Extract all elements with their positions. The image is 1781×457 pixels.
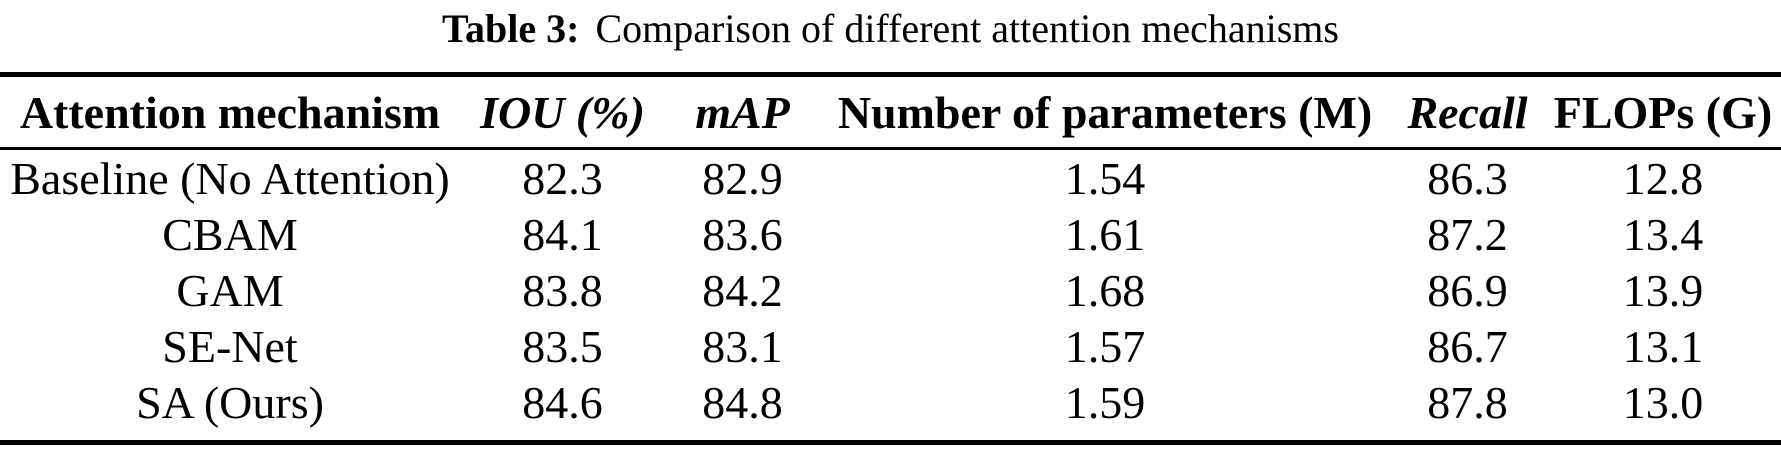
cell-flops: 12.8 <box>1622 152 1704 204</box>
cell-map: 83.1 <box>702 320 783 372</box>
table-header-row: Attention mechanism IOU (%) mAP Number o… <box>0 74 1781 150</box>
column-header-flops: FLOPs (G) <box>1545 74 1781 150</box>
cell-flops: 13.0 <box>1622 376 1704 428</box>
cell-recall: 87.2 <box>1427 208 1508 260</box>
cell-flops: 13.4 <box>1622 208 1704 260</box>
table-caption: Table 3: Comparison of different attentio… <box>0 0 1781 53</box>
cell-recall: 87.8 <box>1427 376 1508 428</box>
cell-params: 1.59 <box>1064 376 1146 428</box>
table-row-sa-ours: SA (Ours) 84.6 84.8 1.59 87.8 13.0 <box>0 374 1781 443</box>
cell-mechanism: SE-Net <box>162 320 298 372</box>
table-header: Attention mechanism IOU (%) mAP Number o… <box>0 74 1781 150</box>
attention-comparison-table: Attention mechanism IOU (%) mAP Number o… <box>0 72 1781 445</box>
column-header-iou: IOU (%) <box>460 74 665 150</box>
table-body: Baseline (No Attention) 82.3 82.9 1.54 8… <box>0 149 1781 443</box>
cell-recall: 86.9 <box>1427 264 1508 316</box>
cell-map: 83.6 <box>702 208 783 260</box>
column-header-attention-mechanism: Attention mechanism <box>0 74 460 150</box>
cell-map: 84.2 <box>702 264 783 316</box>
cell-recall: 86.7 <box>1427 320 1508 372</box>
cell-flops: 13.9 <box>1622 264 1704 316</box>
table-caption-text: Comparison of different attention mechan… <box>595 6 1339 51</box>
cell-mechanism: SA (Ours) <box>136 376 324 428</box>
cell-params: 1.54 <box>1064 152 1146 204</box>
column-header-map: mAP <box>665 74 820 150</box>
table-row-se-net: SE-Net 83.5 83.1 1.57 86.7 13.1 <box>0 318 1781 374</box>
cell-iou: 84.1 <box>522 208 603 260</box>
cell-map: 82.9 <box>702 152 783 204</box>
cell-iou: 84.6 <box>522 376 603 428</box>
table-caption-label: Table 3: <box>442 6 580 51</box>
table-row-cbam: CBAM 84.1 83.6 1.61 87.2 13.4 <box>0 206 1781 262</box>
cell-iou: 83.8 <box>522 264 603 316</box>
cell-mechanism: Baseline (No Attention) <box>10 152 450 204</box>
cell-mechanism: GAM <box>176 264 284 316</box>
cell-params: 1.61 <box>1064 208 1146 260</box>
cell-mechanism: CBAM <box>162 208 298 260</box>
column-header-parameters: Number of parameters (M) <box>820 74 1390 150</box>
table-row-gam: GAM 83.8 84.2 1.68 86.9 13.9 <box>0 262 1781 318</box>
cell-flops: 13.1 <box>1622 320 1704 372</box>
cell-iou: 83.5 <box>522 320 603 372</box>
table-row-baseline: Baseline (No Attention) 82.3 82.9 1.54 8… <box>0 149 1781 207</box>
cell-recall: 86.3 <box>1427 152 1508 204</box>
cell-iou: 82.3 <box>522 152 603 204</box>
cell-map: 84.8 <box>702 376 783 428</box>
cell-params: 1.68 <box>1064 264 1146 316</box>
cell-params: 1.57 <box>1064 320 1146 372</box>
column-header-recall: Recall <box>1390 74 1545 150</box>
